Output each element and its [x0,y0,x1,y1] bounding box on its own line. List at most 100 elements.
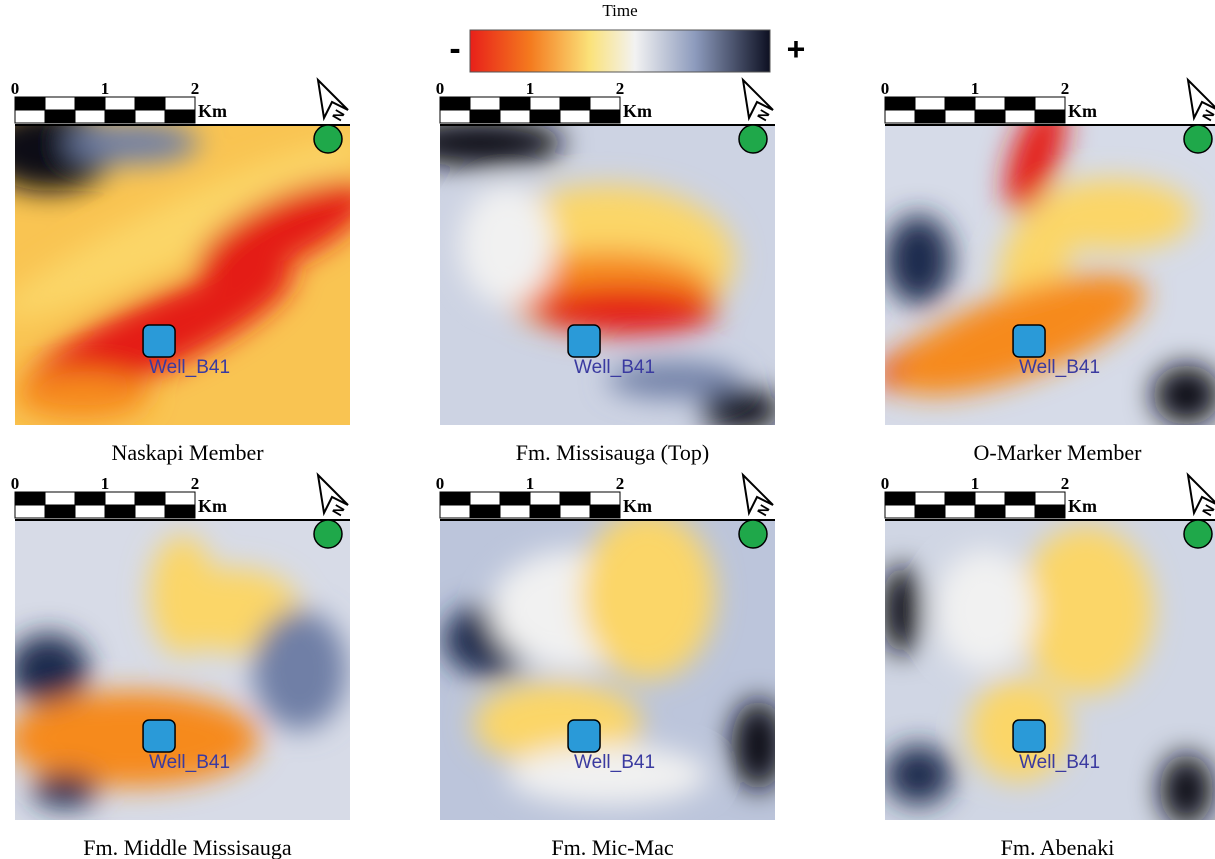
scale-cell [15,505,45,518]
scale-cell [945,492,975,505]
heatmap-blob [253,610,347,730]
scale-unit: Km [198,101,227,121]
scale-cell [1005,110,1035,123]
scale-cell [105,97,135,110]
scale-cell [135,110,165,123]
heatmap-blob [15,371,149,419]
scale-label: 1 [971,474,980,493]
heatmap [5,520,350,820]
scale-cell [440,110,470,123]
scale-cell [1035,505,1065,518]
scale-cell [560,110,590,123]
scale-cell [105,505,135,518]
marker-green [739,125,767,153]
scale-cell [975,492,1005,505]
scale-label: 1 [101,474,110,493]
scale-cell [915,110,945,123]
marker-green [314,125,342,153]
well-label: Well_B41 [574,357,655,378]
well-marker [143,325,175,357]
scale-cell [885,492,915,505]
scale-cell [1005,492,1035,505]
scale-cell [945,505,975,518]
scale-cell [135,505,165,518]
well-marker [1013,325,1045,357]
scale-label: 0 [881,474,890,493]
scale-cell [75,505,105,518]
scale-label: 0 [436,79,445,98]
scale-cell [45,97,75,110]
scale-cell [470,110,500,123]
scale-cell [915,505,945,518]
heatmap-blob [882,565,922,655]
scale-unit: Km [623,496,652,516]
heatmap-blob [581,511,715,679]
marker-green [739,520,767,548]
scale-cell [135,97,165,110]
colorbar [470,30,770,72]
panel-title: Naskapi Member [111,440,264,465]
scale-cell [500,505,530,518]
scale-cell [885,110,915,123]
marker-green [1184,520,1212,548]
heatmap-blob [935,550,1036,670]
scale-cell [1035,97,1065,110]
panel-title: Fm. Abenaki [1001,835,1115,859]
scale-cell [15,97,45,110]
scale-cell [975,505,1005,518]
scale-cell [945,97,975,110]
scale-unit: Km [1068,101,1097,121]
scale-cell [975,97,1005,110]
scale-label: 2 [191,474,200,493]
heatmap-blob [530,287,718,335]
scale-cell [165,492,195,505]
scale-label: 0 [11,79,20,98]
marker-green [1184,125,1212,153]
scale-cell [15,492,45,505]
scale-cell [105,492,135,505]
scale-cell [590,492,620,505]
heatmap [440,511,785,820]
scale-label: 0 [11,474,20,493]
well-marker [568,325,600,357]
marker-green [314,520,342,548]
scale-unit: Km [623,101,652,121]
heatmap-blob [65,122,199,164]
scale-cell [500,492,530,505]
scale-label: 2 [1061,474,1070,493]
heatmap-blob [701,389,781,431]
scale-label: 0 [436,474,445,493]
scale-cell [45,110,75,123]
scale-cell [530,97,560,110]
heatmap-blob [1160,754,1214,826]
scale-label: 1 [526,79,535,98]
scale-label: 2 [616,474,625,493]
scale-cell [530,110,560,123]
scale-cell [500,110,530,123]
scale-cell [915,492,945,505]
heatmap-blob [396,119,564,167]
heatmap-blob [8,634,88,706]
scale-cell [75,492,105,505]
scale-label: 2 [1061,79,1070,98]
scale-cell [1005,97,1035,110]
scale-cell [440,492,470,505]
heatmap [0,107,382,431]
scale-cell [105,110,135,123]
scale-cell [560,505,590,518]
scale-cell [945,110,975,123]
well-marker [568,720,600,752]
north-label: N [1199,107,1215,124]
scale-cell [135,492,165,505]
scale-unit: Km [1068,496,1097,516]
scale-unit: Km [198,496,227,516]
heatmap-blob [32,772,99,808]
scale-label: 2 [191,79,200,98]
well-label: Well_B41 [1019,752,1100,773]
scale-label: 0 [881,79,890,98]
well-label: Well_B41 [149,357,230,378]
